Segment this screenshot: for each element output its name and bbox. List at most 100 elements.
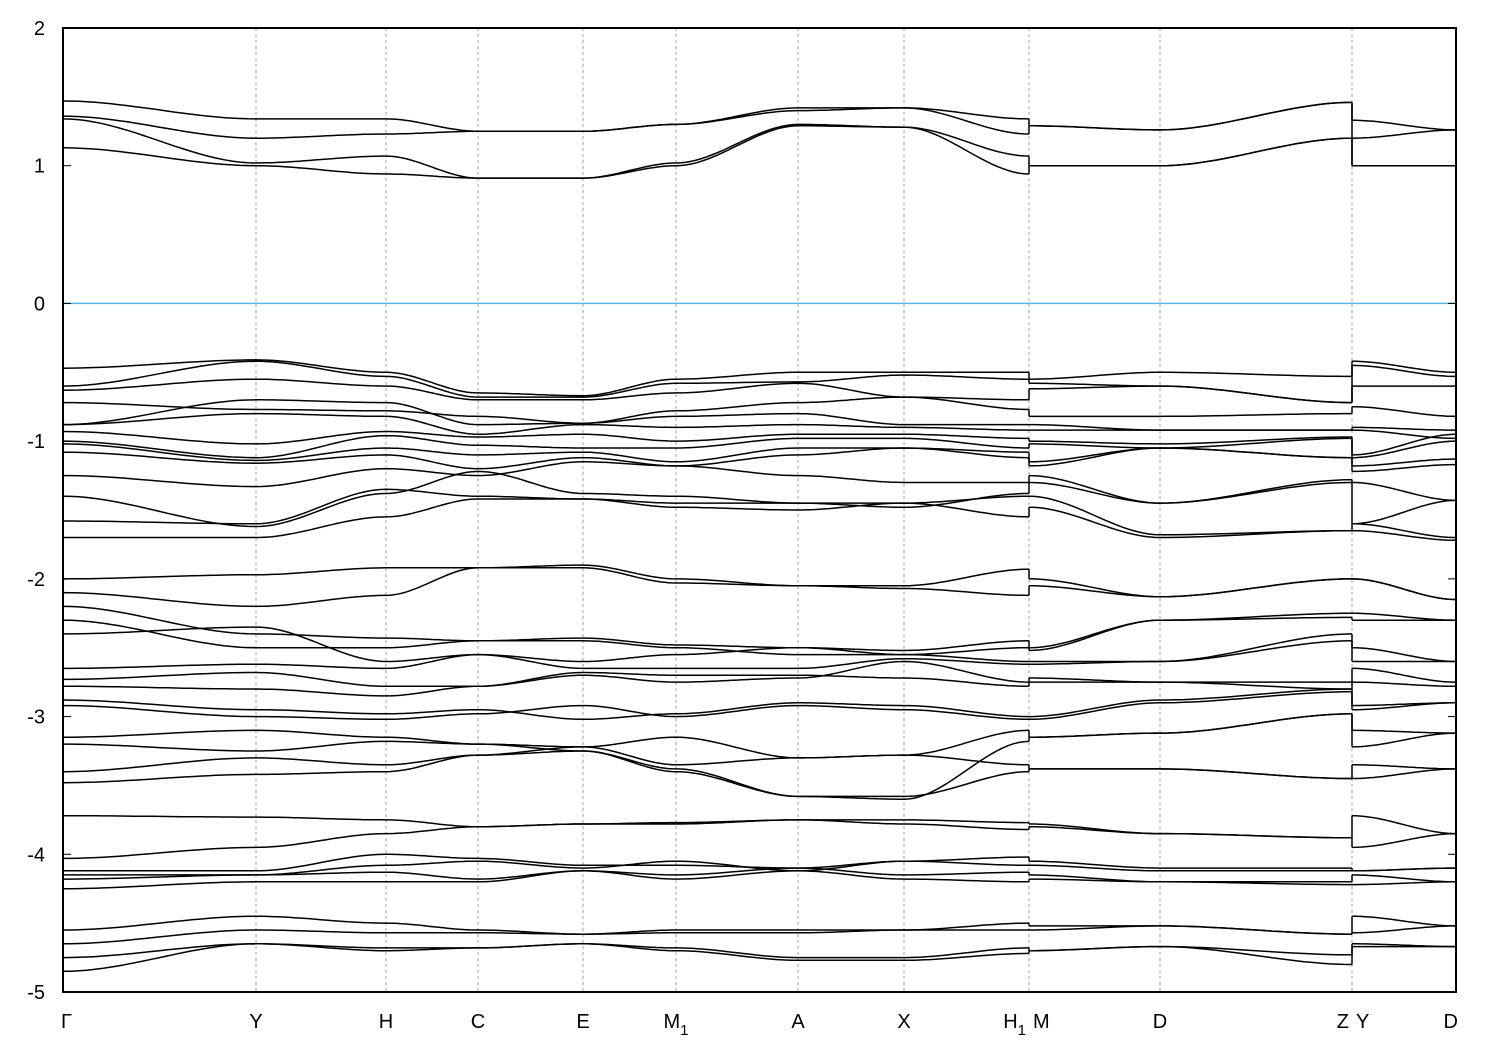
band-line-35 — [1029, 864, 1352, 872]
band-line-17 — [63, 498, 1030, 539]
band-line-33 — [1351, 832, 1457, 849]
band-line-3 — [1029, 137, 1353, 167]
band-line-20 — [1352, 612, 1457, 621]
band-line-10 — [62, 430, 1029, 445]
band-line-41 — [62, 943, 1030, 973]
band-line-25 — [1351, 681, 1456, 688]
band-line-14 — [1352, 481, 1457, 502]
band-line-26 — [62, 699, 1030, 721]
band-line-15 — [1028, 478, 1353, 504]
band-line-15 — [1351, 499, 1457, 525]
band-line-8 — [1352, 426, 1456, 431]
band-line-31 — [1029, 768, 1352, 780]
band-line-28 — [1351, 729, 1456, 734]
band-line-16 — [1352, 523, 1456, 539]
band-line-5 — [1351, 364, 1456, 378]
y-tick-label: 2 — [34, 18, 45, 40]
x-tick-label: M1 — [663, 1011, 688, 1039]
band-line-10 — [1351, 433, 1457, 456]
band-line-37 — [1029, 878, 1352, 886]
band-line-34 — [1029, 860, 1352, 869]
plot-frame — [62, 27, 1457, 993]
band-line-37 — [63, 870, 1029, 890]
band-line-13 — [63, 447, 1030, 470]
band-line-39 — [1351, 925, 1456, 934]
band-line-38 — [1352, 915, 1457, 927]
band-line-25 — [1029, 681, 1352, 690]
band-line-25 — [63, 671, 1030, 697]
band-line-12 — [1352, 458, 1457, 467]
band-line-19 — [1351, 578, 1457, 601]
band-line-32 — [1351, 814, 1457, 835]
band-line-29 — [63, 740, 1030, 800]
band-line-5 — [62, 360, 1029, 398]
band-line-27 — [63, 704, 1029, 721]
x-tick-label: M — [1033, 1011, 1050, 1033]
band-line-13 — [1028, 447, 1353, 467]
band-line-15 — [62, 470, 1029, 528]
x-tick-label: A — [791, 1011, 805, 1033]
band-line-21 — [62, 619, 1029, 656]
band-line-36 — [1028, 874, 1352, 883]
band-line-10 — [1028, 436, 1352, 445]
band-line-23 — [63, 653, 1029, 670]
band-line-4 — [62, 359, 1029, 397]
y-tick-label: 1 — [34, 156, 45, 178]
band-line-30 — [1352, 764, 1456, 770]
band-line-17 — [1352, 529, 1457, 542]
band-line-18 — [62, 564, 1030, 587]
band-line-30 — [62, 736, 1030, 773]
x-tick-label: Y — [1356, 1011, 1369, 1033]
band-line-13 — [1352, 463, 1456, 473]
x-tick-label: H — [379, 1011, 393, 1033]
band-line-6 — [1029, 385, 1353, 404]
band-line-19 — [62, 567, 1030, 608]
band-line-22 — [1029, 633, 1353, 663]
band-line-12 — [62, 443, 1030, 463]
band-line-1 — [1029, 101, 1353, 131]
band-line-1 — [1351, 129, 1457, 139]
band-line-11 — [62, 434, 1029, 459]
band-line-21 — [1028, 616, 1352, 652]
band-line-24 — [63, 660, 1030, 688]
band-line-35 — [1352, 867, 1456, 872]
bands — [62, 100, 1457, 973]
y-tick-label: -5 — [27, 982, 45, 1004]
band-line-40 — [62, 943, 1030, 959]
band-line-27 — [1028, 691, 1352, 721]
y-tick-label: -2 — [27, 569, 45, 591]
y-tick-label: -1 — [27, 431, 45, 453]
band-line-17 — [1028, 506, 1352, 539]
x-tick-label: E — [576, 1011, 589, 1033]
band-line-11 — [1351, 440, 1457, 459]
band-line-39 — [62, 929, 1029, 945]
band-line-8 — [62, 399, 1029, 426]
band-line-41 — [1029, 945, 1353, 966]
band-line-9 — [63, 412, 1029, 436]
band-line-7 — [1029, 412, 1352, 418]
y-tick-label: -3 — [27, 707, 45, 729]
x-tick-label: D — [1444, 1011, 1458, 1033]
band-line-0 — [1352, 119, 1456, 131]
band-line-9 — [1351, 429, 1457, 440]
x-axis: Γ Y H C E M1 A X H1 M D Z Y D — [61, 1011, 1458, 1039]
x-tick-label: H1 — [1003, 1011, 1026, 1039]
band-line-4 — [1352, 360, 1457, 374]
x-tick-label: Γ — [61, 1011, 72, 1033]
band-line-19 — [1028, 578, 1352, 598]
band-line-6 — [62, 378, 1029, 401]
band-line-36 — [1351, 874, 1456, 883]
x-tick-label: C — [471, 1011, 485, 1033]
band-line-3 — [62, 125, 1030, 179]
x-tick-label: Z — [1337, 1011, 1349, 1033]
band-line-22 — [1351, 646, 1457, 663]
band-line-24 — [1352, 667, 1456, 683]
band-line-31 — [1352, 768, 1457, 780]
band-line-14 — [63, 461, 1029, 488]
x-tick-label: Y — [249, 1011, 262, 1033]
band-line-26 — [1028, 688, 1353, 718]
band-line-33 — [63, 819, 1029, 860]
y-tick-label: -4 — [27, 844, 45, 866]
band-line-20 — [62, 605, 1030, 652]
